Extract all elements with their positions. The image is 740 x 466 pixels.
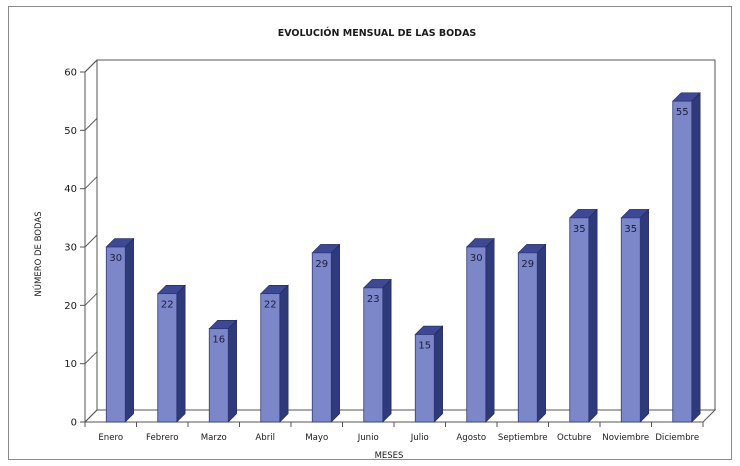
data-label: 23 xyxy=(367,294,380,305)
x-tick-label: Marzo xyxy=(201,433,227,443)
x-axis-label: MESES xyxy=(375,451,404,461)
x-tick-label: Octubre xyxy=(557,433,591,443)
bar-front xyxy=(311,252,332,423)
bar-side xyxy=(485,237,495,423)
bar: 30 xyxy=(466,237,495,423)
data-label: 30 xyxy=(109,253,122,264)
data-label: 29 xyxy=(521,259,534,270)
x-tick-label: Mayo xyxy=(305,433,328,443)
data-label: 55 xyxy=(676,107,689,118)
data-label: 35 xyxy=(624,224,637,235)
bar-side xyxy=(639,208,649,423)
bar-side xyxy=(330,243,340,423)
bar-side xyxy=(124,237,134,423)
y-tick-diagonal xyxy=(84,117,98,131)
y-tick-diagonal xyxy=(84,292,98,306)
bar-front xyxy=(260,293,281,423)
bar-side xyxy=(536,243,546,423)
bar-side xyxy=(176,284,186,423)
y-tick-label: 50 xyxy=(64,126,77,137)
bar-front xyxy=(208,328,229,423)
bar-side xyxy=(433,325,443,423)
bar-front xyxy=(363,287,384,423)
data-label: 16 xyxy=(212,335,225,346)
y-tick-label: 10 xyxy=(64,359,77,370)
data-label: 22 xyxy=(264,300,277,311)
bar: 29 xyxy=(311,243,341,423)
y-axis-label: NÚMERO DE BODAS xyxy=(32,211,44,296)
data-label: 22 xyxy=(161,300,174,311)
x-tick-label: Septiembre xyxy=(498,433,548,443)
bar-front xyxy=(517,252,538,423)
x-tick-label: Diciembre xyxy=(655,433,699,443)
data-label: 15 xyxy=(418,341,431,352)
x-tick-label: Junio xyxy=(357,433,379,443)
bar: 22 xyxy=(157,284,186,423)
bar: 30 xyxy=(105,237,135,423)
bar-front xyxy=(569,217,590,423)
y-tick-label: 40 xyxy=(64,184,77,195)
x-tick-label: Enero xyxy=(98,433,123,443)
bar-front xyxy=(105,246,126,423)
bar-front xyxy=(157,293,178,423)
bar-side xyxy=(279,284,289,423)
y-tick-label: 20 xyxy=(64,301,77,312)
bar-side xyxy=(691,92,701,423)
data-label: 30 xyxy=(470,253,483,264)
bar: 35 xyxy=(620,208,650,423)
bar: 29 xyxy=(517,243,547,423)
bar: 22 xyxy=(260,284,289,423)
x-tick-label: Abril xyxy=(255,433,275,443)
chart-title: EVOLUCIÓN MENSUAL DE LAS BODAS xyxy=(278,27,477,39)
data-label: 29 xyxy=(315,259,328,270)
x-tick-label: Noviembre xyxy=(602,433,649,443)
x-tick-label: Julio xyxy=(410,433,429,443)
y-tick-diagonal xyxy=(84,234,98,248)
bar: 16 xyxy=(208,319,238,423)
bar: 55 xyxy=(672,92,701,423)
bar-front xyxy=(414,334,435,423)
x-tick-label: Agosto xyxy=(456,433,486,443)
bar-side xyxy=(382,278,392,423)
chart-frame: EVOLUCIÓN MENSUAL DE LAS BODAS 0 10 20 30 40… xyxy=(8,6,732,461)
y-tick-diagonal xyxy=(84,351,98,365)
bar: 35 xyxy=(569,208,598,423)
data-label: 35 xyxy=(573,224,586,235)
bar-chart: EVOLUCIÓN MENSUAL DE LAS BODAS 0 10 20 30 40… xyxy=(32,27,717,461)
x-tick-label: Febrero xyxy=(146,433,178,443)
bar-side xyxy=(588,208,598,423)
y-tick-label: 60 xyxy=(64,68,77,79)
bar-front xyxy=(672,100,693,423)
y-tick-diagonal xyxy=(84,409,98,423)
bar-side xyxy=(227,319,237,423)
y-tick-label: 0 xyxy=(71,418,77,429)
bar: 15 xyxy=(414,325,444,423)
y-tick-diagonal xyxy=(84,59,98,73)
y-tick-diagonal xyxy=(84,176,98,190)
bars: 30 22 16 22 29 23 15 30 29 35 35 55 xyxy=(105,92,701,423)
x-axis: Enero Febrero Marzo Abril Mayo Junio Julio Agos… xyxy=(84,422,704,443)
bar-front xyxy=(466,246,487,423)
bar: 23 xyxy=(363,278,392,423)
y-tick-label: 30 xyxy=(64,243,77,254)
bar-front xyxy=(620,217,641,423)
y-axis: 0 10 20 30 40 50 60 xyxy=(64,59,98,429)
